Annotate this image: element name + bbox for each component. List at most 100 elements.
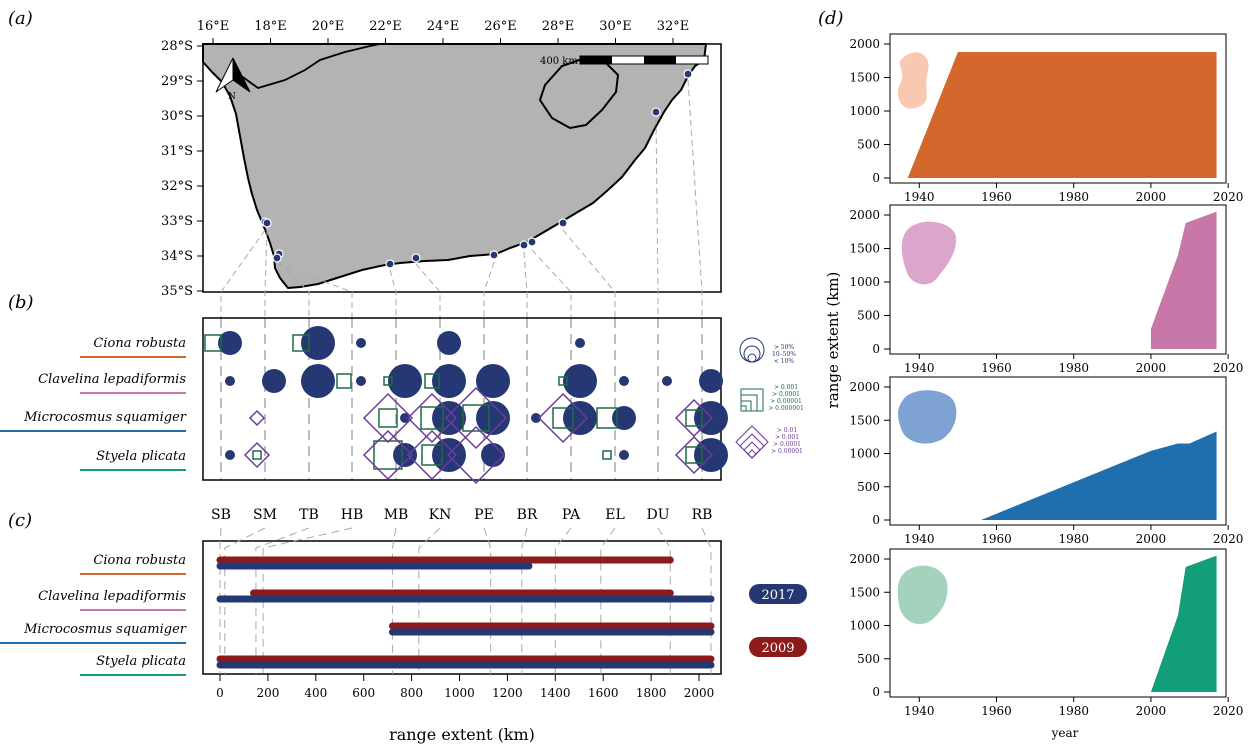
scale-bar-seg-2	[644, 56, 676, 64]
occupancy-circle	[218, 331, 242, 355]
site-label: TB	[299, 507, 319, 523]
site-connector	[523, 251, 528, 318]
panel-label-b: (b)	[8, 292, 34, 313]
year-badge	[749, 584, 807, 604]
site-connector	[220, 229, 266, 318]
lat-tick-label: 30°S	[161, 109, 193, 124]
site-label: PA	[562, 507, 581, 523]
x-tick-label: 2000	[684, 686, 715, 700]
bubble-legend: > 50%10–50%< 10%> 0.001> 0.0001> 0.00001…	[735, 337, 804, 459]
legend-diamond	[747, 449, 757, 459]
site-label: HB	[341, 507, 364, 523]
y-tick-label: 2000	[849, 380, 880, 394]
occupancy-circle	[225, 450, 235, 460]
legend-circle-label: < 10%	[774, 358, 795, 365]
panel-d-ylabel: range extent (km)	[824, 272, 842, 409]
occupancy-circle	[356, 338, 366, 348]
site-connector	[483, 261, 495, 318]
x-tick-label: 2020	[1213, 361, 1244, 375]
x-tick-label: 200	[256, 686, 279, 700]
species-illustration-shape	[896, 50, 931, 111]
panel-label-a: (a)	[8, 8, 33, 29]
panel-label-d: (d)	[818, 8, 844, 29]
legend-circle	[747, 353, 757, 363]
legend-diamond-label: > 0.0001	[773, 441, 801, 448]
occupancy-circle	[563, 401, 597, 435]
species-illustration	[896, 388, 958, 446]
y-tick-label: 500	[857, 309, 880, 323]
map-site-marker	[558, 218, 568, 228]
x-tick-label: 600	[352, 686, 375, 700]
species-label: Microcosmus squamiger	[23, 410, 187, 425]
species-label: Ciona robusta	[93, 336, 186, 351]
site-label: SB	[211, 507, 231, 523]
legend-diamond-label: > 0.001	[775, 434, 799, 441]
genetic-diamond	[537, 392, 589, 444]
x-tick-label: 1940	[904, 532, 935, 546]
occupancy-circle	[575, 338, 585, 348]
panel-c-x-axis: 0 200 400 600 800 1000 1200 1400 1600 1800 2000	[216, 674, 714, 700]
year-badge	[749, 637, 807, 657]
species-label: Clavelina lepadiformis	[38, 589, 186, 604]
x-tick-label: 1980	[1058, 532, 1089, 546]
scale-bar-label: 400 km	[540, 56, 578, 67]
map-site-marker	[683, 69, 693, 79]
occupancy-circle	[432, 364, 466, 398]
km-guide-line	[219, 527, 222, 674]
legend-square	[740, 394, 758, 412]
panel-c-range-bars	[216, 527, 715, 674]
occupancy-circle	[563, 364, 597, 398]
genetic-diamond	[362, 392, 414, 444]
x-tick-label: 2020	[1213, 704, 1244, 718]
site-connector	[531, 249, 572, 318]
genetic-diamond	[406, 392, 458, 444]
y-tick-label: 500	[857, 652, 880, 666]
legend-square-label: > 0.00001	[770, 398, 802, 405]
km-guide-line	[262, 527, 353, 674]
site-connector	[687, 79, 703, 318]
occupancy-circle	[400, 413, 410, 423]
species-label: Clavelina lepadiformis	[38, 372, 186, 387]
map-site-marker	[489, 250, 499, 260]
genetic-diamond	[243, 441, 271, 469]
x-tick-label: 1940	[904, 190, 935, 204]
legend-diamond-label: > 0.01	[777, 427, 797, 434]
site-label: RB	[692, 507, 713, 523]
occupancy-circle	[612, 406, 636, 430]
y-tick-label: 0	[872, 171, 880, 185]
site-label: MB	[384, 507, 409, 523]
legend-square-label: > 0.001	[774, 384, 798, 391]
y-tick-label: 1000	[849, 104, 880, 118]
panel-d-area-charts: 0 500 1000 1500 2000 1940 1960 1980 2000 2020 0 500…	[849, 33, 1244, 718]
y-tick-label: 2000	[849, 208, 880, 222]
panel-b-bubbles	[204, 326, 728, 485]
occupancy-circle	[301, 364, 335, 398]
year-badge-label: 2017	[761, 588, 794, 603]
occupancy-circle	[301, 326, 335, 360]
x-tick-label: 1960	[981, 361, 1012, 375]
site-connector	[278, 261, 310, 318]
x-tick-label: 800	[400, 686, 423, 700]
lon-tick-label: 18°E	[254, 19, 287, 34]
abundance-square	[602, 450, 612, 460]
year-badge-label: 2009	[761, 641, 794, 656]
species-illustration	[896, 564, 950, 626]
range-area	[1150, 211, 1217, 349]
site-connector	[562, 229, 616, 318]
species-label: Styela plicata	[96, 449, 186, 464]
x-tick-label: 0	[216, 686, 224, 700]
legend-square	[740, 405, 747, 412]
y-tick-label: 1500	[849, 242, 880, 256]
lat-tick-label: 35°S	[161, 284, 193, 299]
lon-tick-label: 30°E	[599, 19, 632, 34]
genetic-diamond	[362, 429, 414, 481]
occupancy-circle	[432, 401, 466, 435]
genetic-diamond	[444, 386, 508, 450]
panel-c-species-labels: Ciona robusta Clavelina lepadiformis Micro…	[0, 553, 187, 676]
panel-c-site-labels: SB SM TB HB MB KN PE BR PA EL DU RB	[211, 507, 712, 523]
x-tick-label: 2000	[1136, 532, 1167, 546]
species-label: Styela plicata	[96, 654, 186, 669]
legend-circle-label: > 50%	[774, 344, 795, 351]
occupancy-circle	[619, 450, 629, 460]
occupancy-circle	[531, 413, 541, 423]
